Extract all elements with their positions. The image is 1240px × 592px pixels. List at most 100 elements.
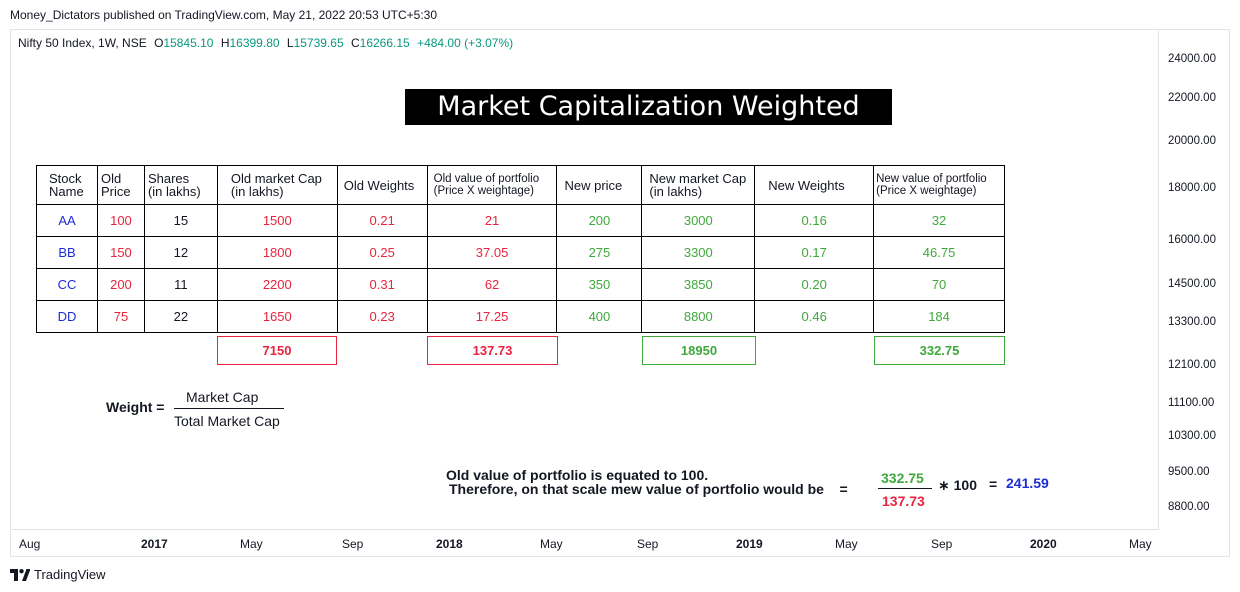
time-tick: Sep [342,537,364,551]
total-old-mcap: 7150 [217,336,337,365]
old-price-cell: 200 [96,268,145,301]
table-row: DD 75 22 1650 0.23 17.25 400 8800 0.46 1… [36,300,1005,333]
time-tick: May [540,537,563,551]
time-tick: Sep [637,537,659,551]
total-old-value: 137.73 [427,336,558,365]
new-price-cell: 275 [556,236,643,269]
new-mcap-cell: 8800 [641,300,756,333]
table-header-row: Stock Name Old Price Shares (in lakhs) Old … [36,165,1005,205]
new-mcap-cell: 3000 [641,204,756,237]
price-axis-divider [1158,29,1159,529]
old-price-cell: 150 [96,236,145,269]
table-row: CC 200 11 2200 0.31 62 350 3850 0.20 70 [36,268,1005,301]
old-mcap-cell: 1500 [216,204,338,237]
new-price-cell: 400 [556,300,643,333]
shares-cell: 11 [143,268,218,301]
price-tick: 9500.00 [1168,466,1210,478]
fraction-bar [174,408,284,409]
time-tick: Aug [19,537,41,551]
new-mcap-cell: 3850 [641,268,756,301]
header-stock: Stock Name [36,165,98,205]
old-price-cell: 75 [96,300,145,333]
weight-formula-label: Weight = [106,399,165,415]
weight-formula-numerator: Market Cap [186,389,259,405]
new-mcap-cell: 3300 [641,236,756,269]
old-mcap-cell: 1800 [216,236,338,269]
time-tick: 2018 [436,537,463,551]
new-price-cell: 200 [556,204,643,237]
price-tick: 20000.00 [1168,135,1216,147]
header-old-mcap: Old market Cap (in lakhs) [216,165,338,205]
old-weight-cell: 0.25 [336,236,428,269]
tradingview-logo-icon [10,568,30,581]
time-tick: May [835,537,858,551]
close-value: 16266.15 [359,36,410,50]
time-axis-divider [10,529,1159,530]
header-old-value: Old value of portfolio (Price X weightage… [426,165,558,205]
new-price-cell: 350 [556,268,643,301]
tradingview-logo[interactable]: TradingView [10,567,106,582]
chart-frame [10,29,1230,557]
equals-sign: = [989,476,998,492]
shares-cell: 12 [143,236,218,269]
total-new-mcap: 18950 [642,336,756,365]
result-value: 241.59 [1006,475,1049,491]
stock-name-cell: CC [36,268,98,301]
low-value: 15739.65 [293,36,344,50]
new-weight-cell: 0.20 [754,268,875,301]
fraction-bar [878,488,932,489]
stock-name-cell: DD [36,300,98,333]
price-tick: 14500.00 [1168,278,1216,290]
open-label: O [154,36,164,50]
page-title: Market Capitalization Weighted Index [405,89,892,158]
price-tick: 24000.00 [1168,53,1216,65]
open-value: 15845.10 [163,36,214,50]
stock-name-cell: BB [36,236,98,269]
shares-cell: 22 [143,300,218,333]
old-weight-cell: 0.31 [336,268,428,301]
price-tick: 13300.00 [1168,316,1216,328]
conclusion-line-2: Therefore, on that scale mew value of po… [449,481,848,497]
header-new-mcap: New market Cap (in lakhs) [641,165,756,205]
new-value-cell: 46.75 [873,236,1005,269]
multiply-hundred: ∗ 100 [938,477,977,493]
price-tick: 8800.00 [1168,501,1210,513]
symbol-legend[interactable]: Nifty 50 Index, 1W, NSE O15845.10 H16399… [18,36,513,50]
price-tick: 22000.00 [1168,92,1216,104]
time-tick: May [1129,537,1152,551]
conclusion-line-1: Old value of portfolio is equated to 100… [446,467,709,483]
new-weight-cell: 0.16 [754,204,875,237]
market-cap-table: Stock Name Old Price Shares (in lakhs) Old … [36,165,1005,333]
header-new-price: New price [556,165,643,205]
publisher-line: Money_Dictators published on TradingView… [10,8,438,22]
header-new-value: New value of portfolio (Price X weightage… [873,165,1005,205]
old-weight-cell: 0.21 [336,204,428,237]
tradingview-brand: TradingView [34,567,106,582]
old-mcap-cell: 2200 [216,268,338,301]
time-tick: 2020 [1030,537,1057,551]
high-value: 16399.80 [229,36,280,50]
price-tick: 12100.00 [1168,359,1216,371]
old-mcap-cell: 1650 [216,300,338,333]
time-tick: Sep [931,537,953,551]
header-old-weights: Old Weights [336,165,428,205]
close-label: C [350,36,360,50]
header-shares: Shares (in lakhs) [143,165,218,205]
old-value-cell: 21 [426,204,558,237]
price-tick: 18000.00 [1168,182,1216,194]
price-tick: 10300.00 [1168,430,1216,442]
table-row: AA 100 15 1500 0.21 21 200 3000 0.16 32 [36,204,1005,237]
old-value-cell: 17.25 [426,300,558,333]
ratio-numerator: 332.75 [881,470,924,486]
new-value-cell: 184 [873,300,1005,333]
high-label: H [220,36,230,50]
header-old-price: Old Price [96,165,145,205]
old-value-cell: 62 [426,268,558,301]
time-tick: 2019 [736,537,763,551]
time-tick: May [240,537,263,551]
old-weight-cell: 0.23 [336,300,428,333]
symbol-name[interactable]: Nifty 50 Index, 1W, NSE [18,36,147,50]
low-label: L [286,36,294,50]
old-value-cell: 37.05 [426,236,558,269]
header-new-weights: New Weights [754,165,875,205]
